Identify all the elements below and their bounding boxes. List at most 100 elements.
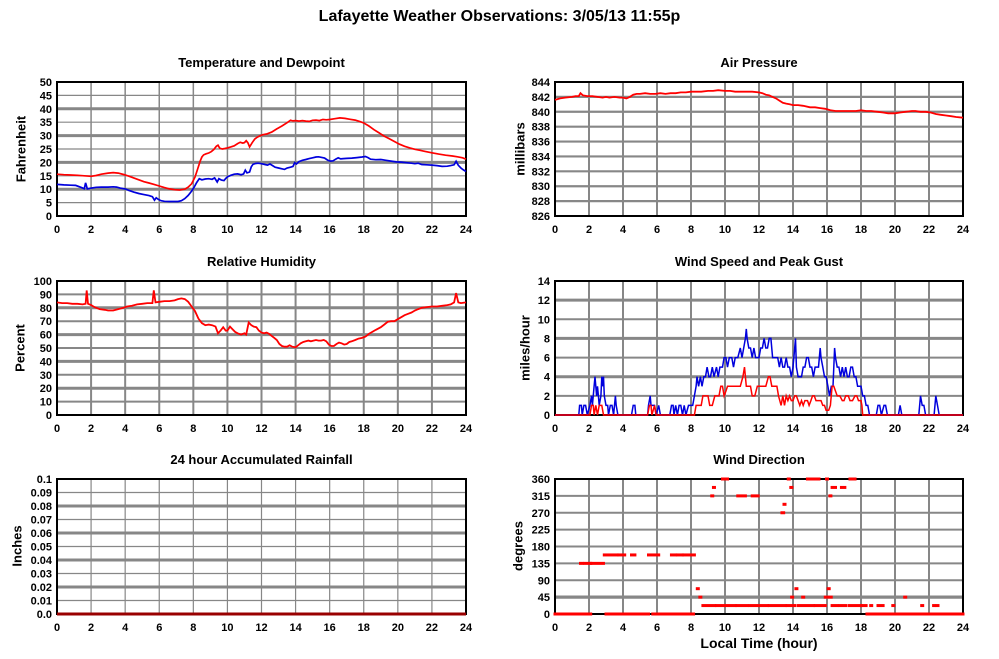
- svg-text:12: 12: [255, 224, 267, 236]
- svg-text:270: 270: [532, 508, 550, 520]
- svg-text:10: 10: [40, 397, 52, 409]
- svg-text:315: 315: [532, 491, 550, 503]
- svg-text:4: 4: [122, 622, 129, 634]
- svg-text:2: 2: [88, 423, 94, 435]
- svg-text:22: 22: [426, 224, 438, 236]
- chart-title-wind-direction: Wind Direction: [713, 452, 805, 467]
- svg-text:844: 844: [532, 77, 551, 89]
- svg-text:0: 0: [46, 410, 52, 422]
- svg-text:10: 10: [719, 224, 731, 236]
- svg-text:90: 90: [538, 575, 550, 587]
- svg-text:30: 30: [40, 131, 52, 143]
- svg-text:16: 16: [821, 423, 833, 435]
- svg-text:16: 16: [324, 224, 336, 236]
- svg-text:22: 22: [923, 224, 935, 236]
- svg-text:24: 24: [460, 622, 473, 634]
- svg-text:8: 8: [190, 224, 196, 236]
- svg-text:24: 24: [460, 423, 473, 435]
- svg-text:18: 18: [855, 423, 867, 435]
- svg-text:14: 14: [787, 224, 800, 236]
- svg-text:0: 0: [544, 410, 550, 422]
- svg-text:4: 4: [122, 423, 129, 435]
- svg-text:0.02: 0.02: [31, 582, 52, 594]
- svg-text:0: 0: [46, 211, 52, 223]
- chart-title-relative-humidity: Relative Humidity: [206, 254, 317, 269]
- svg-text:8: 8: [544, 333, 550, 345]
- svg-text:20: 20: [889, 423, 901, 435]
- svg-text:20: 20: [889, 224, 901, 236]
- svg-text:6: 6: [654, 423, 660, 435]
- xlabel-local-time: Local Time (hour): [700, 635, 818, 651]
- svg-text:12: 12: [538, 295, 550, 307]
- svg-text:2: 2: [586, 622, 592, 634]
- svg-text:35: 35: [40, 117, 52, 129]
- svg-text:16: 16: [324, 423, 336, 435]
- svg-text:2: 2: [544, 391, 550, 403]
- svg-text:20: 20: [392, 224, 404, 236]
- svg-text:90: 90: [40, 289, 52, 301]
- svg-text:20: 20: [392, 423, 404, 435]
- svg-text:5: 5: [46, 198, 52, 210]
- svg-text:24: 24: [460, 224, 473, 236]
- svg-text:45: 45: [40, 90, 52, 102]
- svg-text:0.09: 0.09: [31, 488, 52, 500]
- svg-text:24: 24: [957, 622, 970, 634]
- svg-text:80: 80: [40, 303, 52, 315]
- svg-text:4: 4: [544, 372, 551, 384]
- svg-text:225: 225: [532, 525, 550, 537]
- svg-text:840: 840: [532, 107, 550, 119]
- svg-text:22: 22: [923, 423, 935, 435]
- svg-text:6: 6: [654, 622, 660, 634]
- svg-text:30: 30: [40, 370, 52, 382]
- svg-text:18: 18: [855, 622, 867, 634]
- svg-text:836: 836: [532, 137, 550, 149]
- svg-text:6: 6: [156, 224, 162, 236]
- chart-title-accumulated-rainfall: 24 hour Accumulated Rainfall: [170, 452, 353, 467]
- svg-text:18: 18: [358, 423, 370, 435]
- svg-text:8: 8: [688, 224, 694, 236]
- svg-text:22: 22: [426, 423, 438, 435]
- svg-text:14: 14: [787, 423, 800, 435]
- svg-text:40: 40: [40, 104, 52, 116]
- svg-text:8: 8: [190, 622, 196, 634]
- svg-text:22: 22: [923, 622, 935, 634]
- svg-text:0: 0: [544, 609, 550, 621]
- svg-text:12: 12: [255, 622, 267, 634]
- svg-text:842: 842: [532, 92, 550, 104]
- svg-text:834: 834: [532, 151, 551, 163]
- svg-text:50: 50: [40, 343, 52, 355]
- svg-text:8: 8: [688, 423, 694, 435]
- svg-text:0: 0: [54, 423, 60, 435]
- svg-text:6: 6: [156, 622, 162, 634]
- svg-text:24: 24: [957, 423, 970, 435]
- svg-text:2: 2: [88, 622, 94, 634]
- svg-text:10: 10: [221, 423, 233, 435]
- svg-text:16: 16: [821, 224, 833, 236]
- svg-text:14: 14: [538, 276, 551, 288]
- svg-text:20: 20: [889, 622, 901, 634]
- svg-text:40: 40: [40, 356, 52, 368]
- svg-text:60: 60: [40, 330, 52, 342]
- svg-text:2: 2: [586, 224, 592, 236]
- svg-text:22: 22: [426, 622, 438, 634]
- svg-text:0.01: 0.01: [31, 596, 52, 608]
- svg-text:0.1: 0.1: [37, 474, 52, 486]
- svg-text:0: 0: [552, 423, 558, 435]
- svg-text:4: 4: [620, 622, 627, 634]
- svg-text:0.07: 0.07: [31, 515, 52, 527]
- svg-text:8: 8: [688, 622, 694, 634]
- svg-text:0.03: 0.03: [31, 569, 52, 581]
- svg-text:0: 0: [552, 224, 558, 236]
- svg-text:12: 12: [753, 423, 765, 435]
- svg-text:4: 4: [620, 224, 627, 236]
- svg-text:6: 6: [654, 224, 660, 236]
- svg-text:0.05: 0.05: [31, 542, 52, 554]
- svg-text:24: 24: [957, 224, 970, 236]
- svg-text:15: 15: [40, 171, 52, 183]
- svg-text:45: 45: [538, 592, 550, 604]
- svg-text:10: 10: [719, 423, 731, 435]
- svg-text:14: 14: [787, 622, 800, 634]
- svg-text:0.04: 0.04: [31, 555, 53, 567]
